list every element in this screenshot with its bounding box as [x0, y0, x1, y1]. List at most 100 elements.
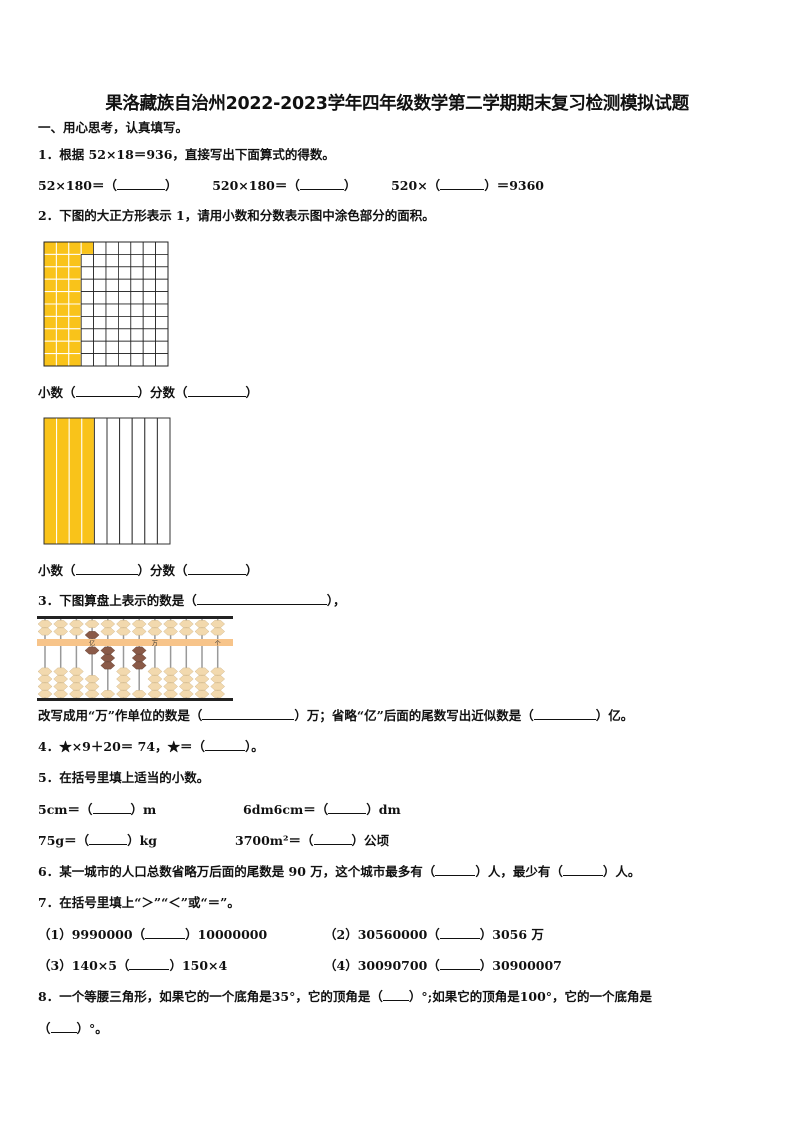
- bar-strip: [56, 417, 70, 545]
- answer-blank[interactable]: [92, 801, 131, 814]
- q1-item-2-end: ）: [343, 178, 357, 193]
- abacus-bead: [69, 620, 84, 628]
- grid-cell: [130, 328, 144, 342]
- grid-cell: [93, 328, 107, 342]
- grid-cell: [105, 328, 119, 342]
- abacus-bead: [210, 620, 225, 628]
- grid-cell: [80, 241, 95, 255]
- grid-cell: [130, 241, 144, 255]
- answer-blank[interactable]: [89, 832, 128, 845]
- answer-blank[interactable]: [562, 863, 603, 876]
- q5-item-1-text: 5cm＝（: [38, 802, 93, 817]
- abacus-bead: [147, 667, 163, 676]
- answer-blank[interactable]: [75, 562, 138, 575]
- q4-text: 4．★×9＋20＝ 74，★＝（: [38, 739, 206, 754]
- abacus-bead: [194, 682, 210, 691]
- q1-item-2: 520×180＝（: [212, 178, 300, 193]
- answer-blank[interactable]: [196, 592, 327, 605]
- answer-blank[interactable]: [50, 1020, 77, 1033]
- q6-end: ）人。: [602, 864, 641, 879]
- bar-strip: [156, 417, 171, 545]
- answer-blank[interactable]: [439, 957, 480, 970]
- abacus-bead: [194, 667, 210, 676]
- q7-item-4: （4）30090700（ ）30900007: [324, 957, 562, 974]
- abacus-bead-active: [84, 631, 100, 639]
- grid-cell: [55, 340, 70, 355]
- bar-strip: [131, 417, 146, 545]
- answer-blank[interactable]: [116, 177, 165, 190]
- answer-blank[interactable]: [129, 957, 170, 970]
- answer-blank[interactable]: [435, 863, 476, 876]
- abacus-bead: [194, 675, 210, 683]
- abacus-bead: [210, 682, 225, 691]
- q7-item-3: （3）140×5（ ）150×4: [38, 957, 227, 974]
- grid-cell: [68, 278, 82, 293]
- abacus-bead: [179, 620, 194, 628]
- abacus-bottom-frame: [37, 698, 233, 701]
- answer-blank[interactable]: [202, 707, 295, 720]
- abacus-bead: [116, 627, 131, 636]
- answer-blank[interactable]: [187, 384, 246, 397]
- grid-cell: [55, 278, 70, 293]
- grid-cell: [93, 266, 107, 280]
- grid-cell: [105, 266, 119, 280]
- question-3-stem: 3．下图算盘上表示的数是（ ），: [38, 592, 345, 609]
- abacus-bead-active: [131, 661, 147, 670]
- q1-item-1-end: ）: [164, 178, 178, 193]
- answer-blank[interactable]: [439, 926, 480, 939]
- question-5-stem: 5．在括号里填上适当的小数。: [38, 770, 210, 785]
- grid-cell: [130, 353, 144, 367]
- answer-blank[interactable]: [440, 177, 485, 190]
- abacus-bead: [163, 682, 178, 691]
- grid-cell: [93, 303, 107, 317]
- abacus-bead: [37, 667, 53, 676]
- question-3-line-2: 改写成用“万”作单位的数是（ ）万；省略“亿”后面的尾数写出近似数是（ ）亿。: [38, 707, 633, 724]
- grid-cell: [118, 353, 132, 367]
- grid-cell: [142, 278, 156, 293]
- answer-blank[interactable]: [313, 832, 352, 845]
- grid-cell: [105, 278, 119, 293]
- answer-blank[interactable]: [145, 926, 186, 939]
- q6-mid: ）人，最少有（: [475, 864, 563, 879]
- abacus-bead: [147, 675, 163, 683]
- page-title: 果洛藏族自治州2022-2023学年四年级数学第二学期期末复习检测模拟试题: [105, 94, 689, 114]
- abacus-bead: [116, 690, 131, 698]
- grid-cell: [118, 253, 132, 268]
- bar-strip: [106, 417, 121, 545]
- grid-cell: [55, 315, 70, 330]
- answer-blank[interactable]: [382, 988, 409, 1001]
- answer-blank[interactable]: [205, 738, 246, 751]
- answer-blank[interactable]: [299, 177, 344, 190]
- abacus-bead: [100, 620, 116, 628]
- grid-cell: [142, 316, 156, 330]
- grid-cell: [155, 328, 169, 342]
- q7-item-1-text: （1）9990000（: [38, 927, 146, 942]
- q3-line2-end: ）亿。: [595, 708, 634, 723]
- grid-cell: [93, 291, 107, 305]
- grid-cell: [68, 340, 82, 355]
- q7-item-3-text: （3）140×5（: [38, 958, 130, 973]
- grid-cell: [155, 303, 169, 317]
- grid-cell: [142, 328, 156, 342]
- abacus-bead-active: [131, 654, 147, 662]
- abacus-bead: [100, 627, 116, 636]
- grid-cell: [130, 291, 144, 305]
- grid-cell: [93, 278, 107, 293]
- grid-cell: [43, 241, 57, 255]
- abacus-bead: [53, 620, 68, 628]
- grid-cell: [118, 328, 132, 342]
- hundred-grid-figure: [43, 241, 169, 367]
- answer-blank[interactable]: [187, 562, 246, 575]
- grid-cell: [155, 241, 169, 255]
- abacus-bead: [116, 682, 131, 691]
- grid-cell: [80, 340, 95, 354]
- answer-blank[interactable]: [328, 801, 367, 814]
- abacus-bead: [163, 690, 178, 698]
- answer-blank[interactable]: [75, 384, 138, 397]
- answer-blank[interactable]: [533, 707, 596, 720]
- q6-text: 6．某一城市的人口总数省略万后面的尾数是 90 万，这个城市最多有（: [38, 864, 436, 879]
- q5-item-1-unit: ）m: [130, 802, 157, 817]
- abacus-bead: [147, 690, 163, 698]
- abacus-place-label: 万: [152, 641, 158, 648]
- grid-cell: [130, 266, 144, 280]
